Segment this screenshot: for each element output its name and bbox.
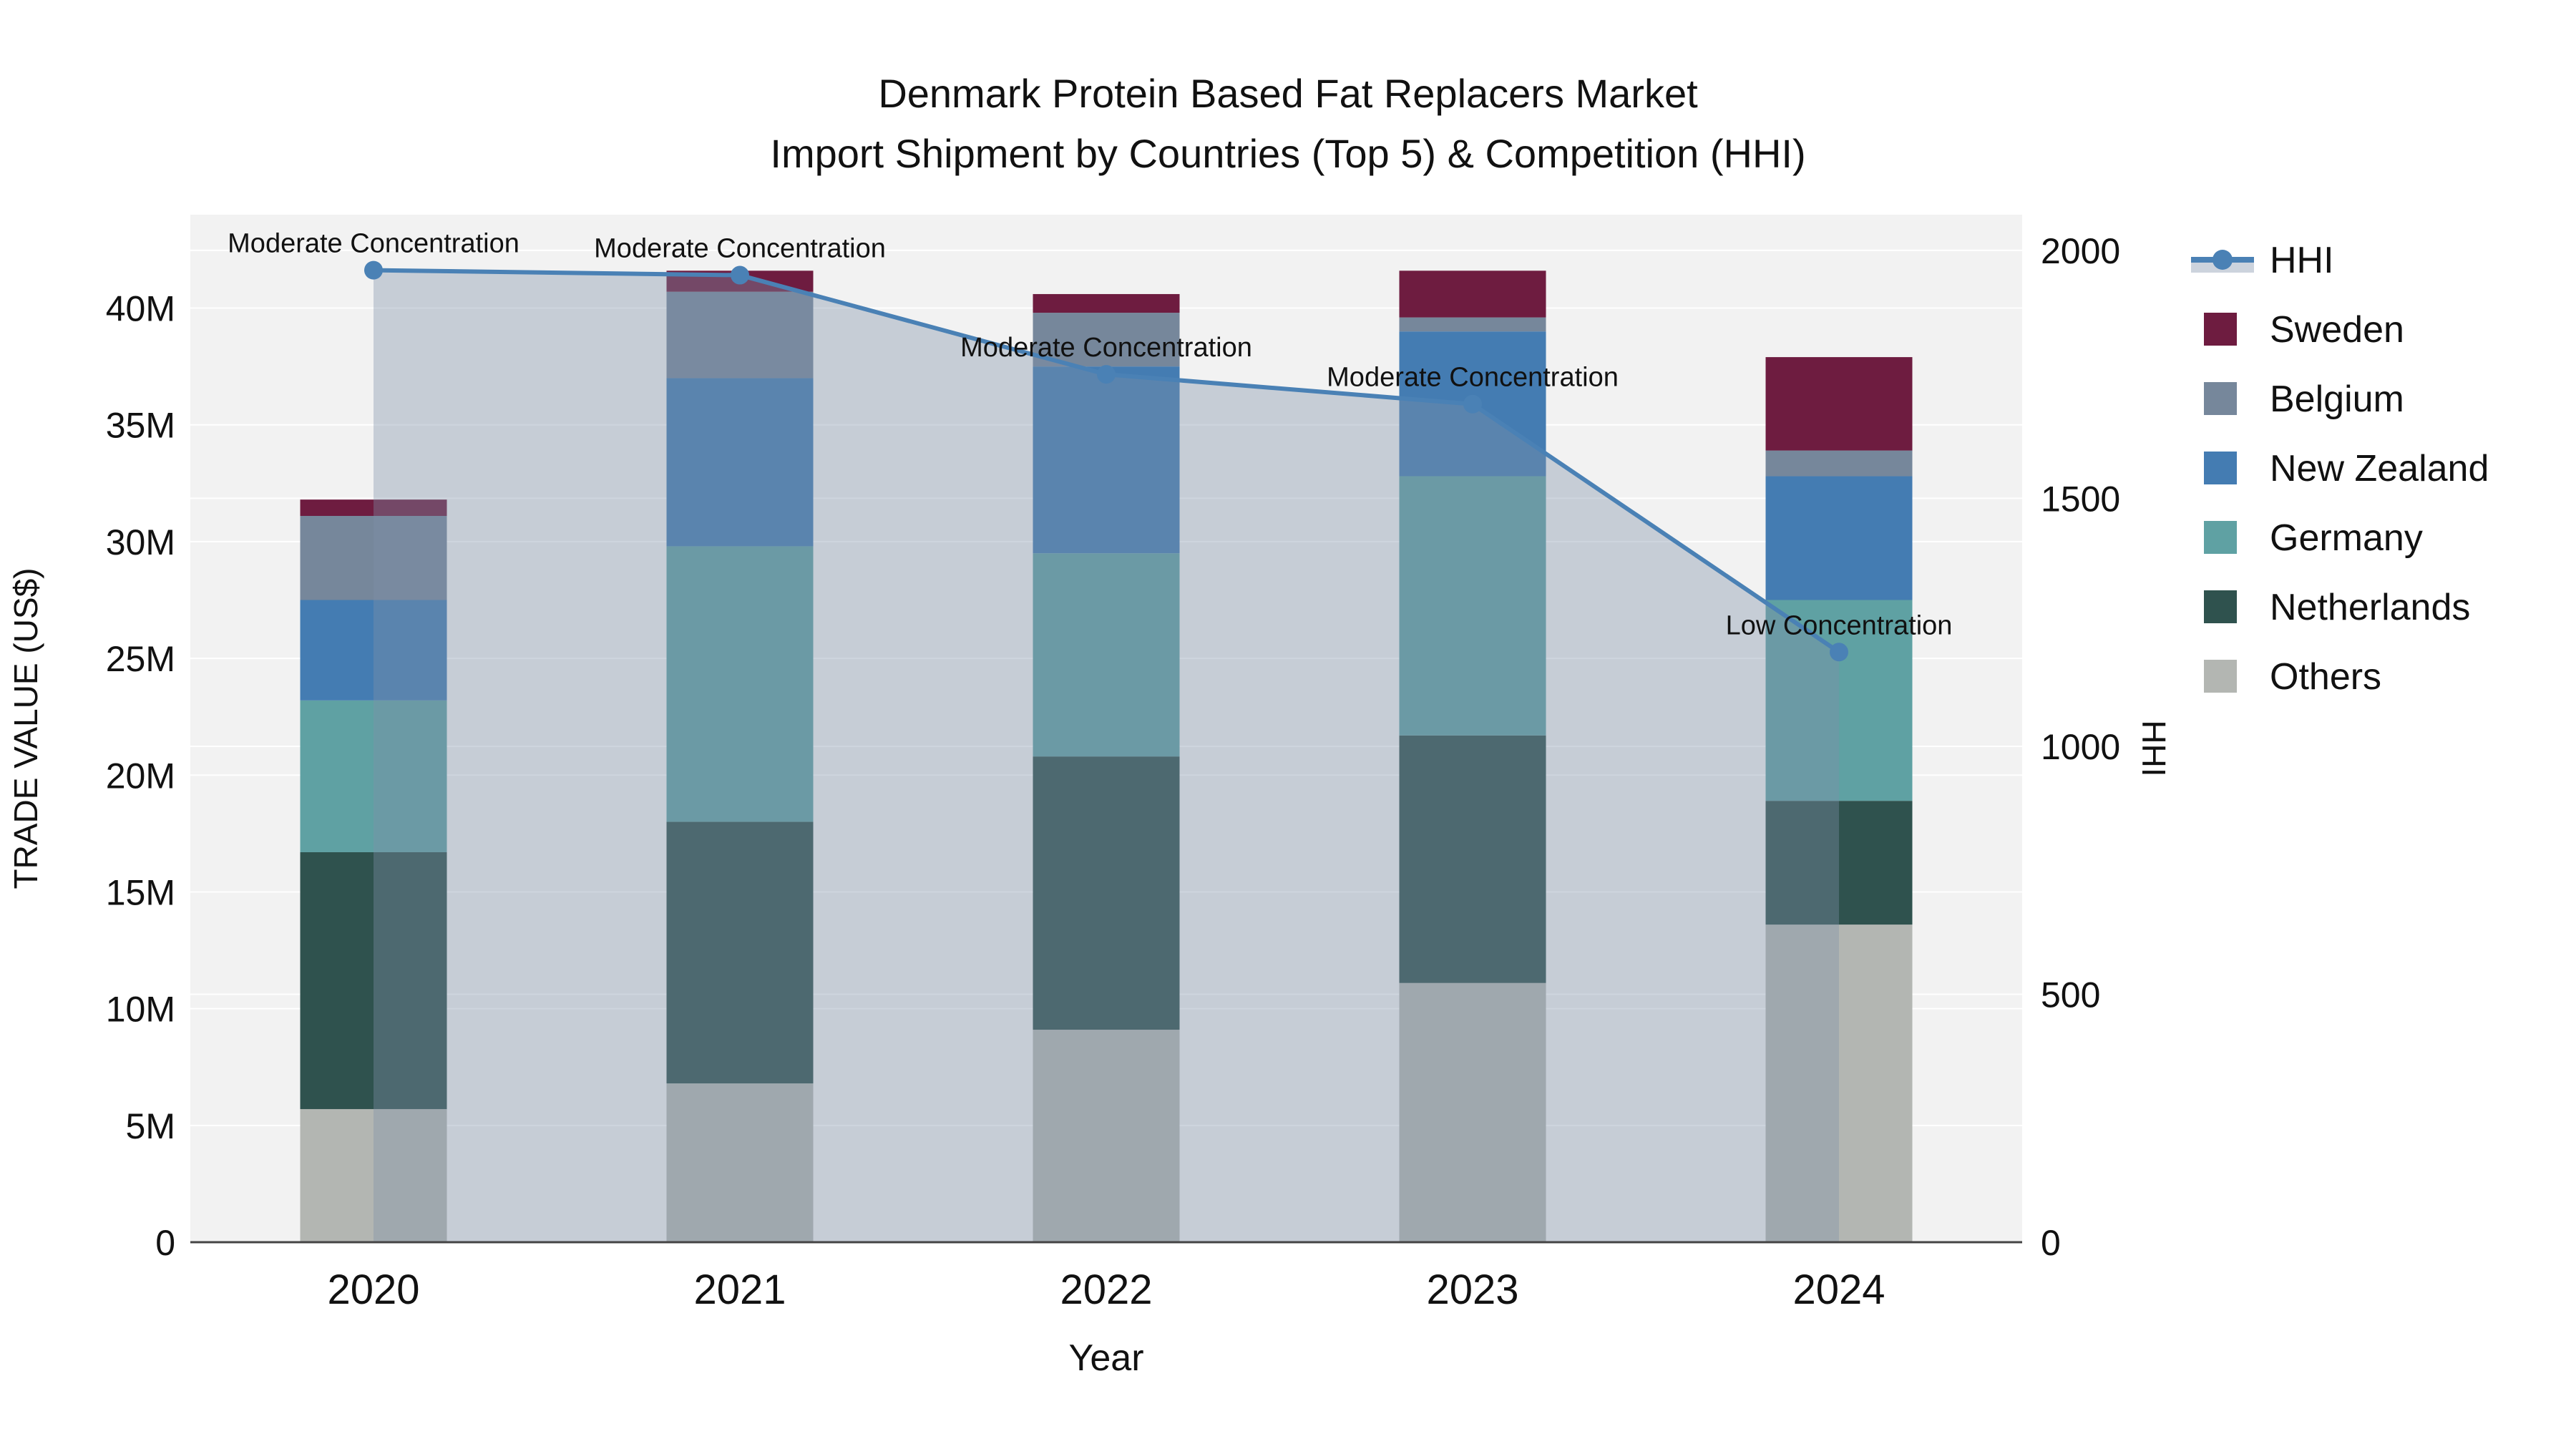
bar-segment-new-zealand-2021[interactable] (666, 378, 814, 547)
chart-title-line1: Denmark Protein Based Fat Replacers Mark… (878, 71, 1698, 116)
bar-segment-germany-2021[interactable] (666, 546, 814, 822)
bar-segment-germany-2024[interactable] (1765, 600, 1913, 801)
bar-segment-netherlands-2020[interactable] (300, 852, 447, 1109)
y-left-tick-30M: 30M (106, 522, 175, 562)
plot-area: Moderate Concentration Moderate Concentra… (190, 215, 2022, 1244)
y-left-tick-10M: 10M (106, 990, 175, 1030)
legend-swatch-belgium (2204, 382, 2237, 415)
hhi-annotations: Moderate Concentration Moderate Concentra… (228, 229, 1952, 641)
y-axis-right-title: HHI (2135, 720, 2172, 776)
y-axis-left-title: TRADE VALUE (US$) (7, 567, 44, 889)
y-left-tick-15M: 15M (106, 872, 175, 912)
bar-segment-belgium-2020[interactable] (300, 516, 447, 600)
x-tick-2024: 2024 (1792, 1267, 1885, 1313)
legend-item-germany[interactable]: Germany (2204, 517, 2423, 559)
legend-label-germany: Germany (2270, 517, 2423, 559)
annotation-2022: Moderate Concentration (960, 333, 1252, 363)
legend: HHI Sweden Belgium New Zealand Germany Nether… (2191, 240, 2489, 698)
x-axis-title: Year (1068, 1337, 1143, 1379)
annotation-2024: Low Concentration (1726, 610, 1953, 640)
annotation-2020: Moderate Concentration (228, 229, 519, 259)
legend-swatch-new-zealand (2204, 452, 2237, 484)
y-left-tick-0: 0 (155, 1223, 175, 1263)
bar-segment-netherlands-2023[interactable] (1399, 735, 1546, 983)
y-axis-right-ticks: 0 500 1000 1500 2000 (2041, 231, 2120, 1263)
bar-segment-belgium-2021[interactable] (666, 291, 814, 379)
x-tick-2021: 2021 (693, 1267, 786, 1313)
legend-item-netherlands[interactable]: Netherlands (2204, 587, 2470, 628)
legend-item-belgium[interactable]: Belgium (2204, 379, 2404, 420)
x-tick-2023: 2023 (1426, 1267, 1518, 1313)
bar-segment-germany-2023[interactable] (1399, 476, 1546, 736)
bar-segment-others-2024[interactable] (1765, 924, 1913, 1242)
hhi-area-fill (374, 270, 1839, 1243)
y-left-tick-35M: 35M (106, 406, 175, 446)
bar-segment-others-2020[interactable] (300, 1108, 447, 1242)
bar-segment-others-2022[interactable] (1033, 1030, 1180, 1242)
bar-segment-netherlands-2024[interactable] (1765, 801, 1913, 925)
y-right-tick-1000: 1000 (2041, 727, 2120, 767)
bar-segment-sweden-2023[interactable] (1399, 270, 1546, 318)
legend-swatch-germany (2204, 521, 2237, 554)
annotation-2021: Moderate Concentration (594, 234, 886, 264)
legend-label-belgium: Belgium (2270, 379, 2404, 420)
legend-swatch-others (2204, 660, 2237, 693)
bar-segment-netherlands-2021[interactable] (666, 821, 814, 1084)
hhi-marker-2021[interactable] (731, 265, 749, 285)
x-axis-ticks: 2020 2021 2022 2023 2024 (327, 1267, 1885, 1313)
legend-hhi-marker (2212, 250, 2233, 270)
y-left-tick-20M: 20M (106, 756, 175, 796)
y-right-tick-0: 0 (2041, 1223, 2061, 1263)
chart-title: Denmark Protein Based Fat Replacers Mark… (770, 71, 1805, 176)
y-left-tick-40M: 40M (106, 289, 175, 329)
bar-segment-germany-2022[interactable] (1033, 553, 1180, 757)
bar-segment-new-zealand-2024[interactable] (1765, 476, 1913, 600)
legend-swatch-netherlands (2204, 590, 2237, 623)
legend-label-hhi: HHI (2270, 240, 2334, 281)
hhi-markers (364, 260, 1848, 662)
bar-segment-sweden-2022[interactable] (1033, 293, 1180, 313)
y-left-tick-25M: 25M (106, 639, 175, 679)
hhi-marker-2023[interactable] (1463, 394, 1482, 414)
bar-segment-others-2023[interactable] (1399, 982, 1546, 1242)
legend-label-sweden: Sweden (2270, 309, 2404, 351)
y-axis-left-ticks: 0 5M 10M 15M 20M 25M 30M 35M 40M (106, 289, 175, 1263)
bar-segment-belgium-2024[interactable] (1765, 450, 1913, 477)
x-tick-2020: 2020 (327, 1267, 419, 1313)
legend-swatch-sweden (2204, 313, 2237, 346)
bar-segment-new-zealand-2022[interactable] (1033, 366, 1180, 554)
x-axis: 2020 2021 2022 2023 2024 Year (327, 1267, 1885, 1379)
stacked-bars (300, 270, 1913, 1242)
y-left-tick-5M: 5M (126, 1106, 175, 1146)
hhi-marker-2022[interactable] (1097, 365, 1116, 384)
hhi-marker-2024[interactable] (1830, 643, 1848, 662)
chart-title-line2: Import Shipment by Countries (Top 5) & C… (770, 131, 1805, 176)
hhi-marker-2020[interactable] (364, 260, 383, 280)
bar-segment-others-2021[interactable] (666, 1083, 814, 1242)
legend-item-hhi[interactable]: HHI (2191, 240, 2334, 281)
bar-segment-germany-2020[interactable] (300, 700, 447, 852)
legend-item-new-zealand[interactable]: New Zealand (2204, 448, 2489, 489)
legend-label-others: Others (2270, 656, 2381, 698)
bar-segment-belgium-2022[interactable] (1033, 313, 1180, 367)
legend-label-netherlands: Netherlands (2270, 587, 2470, 628)
x-tick-2022: 2022 (1060, 1267, 1152, 1313)
y-axis-right: 0 500 1000 1500 2000 HHI (2041, 231, 2172, 1263)
bar-segment-netherlands-2022[interactable] (1033, 756, 1180, 1030)
bar-segment-sweden-2024[interactable] (1765, 357, 1913, 451)
y-right-tick-1500: 1500 (2041, 479, 2120, 519)
y-axis-left: 0 5M 10M 15M 20M 25M 30M 35M 40M TRADE VALUE (US… (7, 289, 175, 1263)
y-right-tick-2000: 2000 (2041, 231, 2120, 271)
legend-item-others[interactable]: Others (2204, 656, 2381, 698)
legend-label-new-zealand: New Zealand (2270, 448, 2489, 489)
bar-segment-sweden-2020[interactable] (300, 499, 447, 517)
legend-item-sweden[interactable]: Sweden (2204, 309, 2404, 351)
annotation-2023: Moderate Concentration (1327, 363, 1619, 393)
bar-segment-new-zealand-2020[interactable] (300, 600, 447, 701)
y-right-tick-500: 500 (2041, 975, 2100, 1015)
bar-segment-belgium-2023[interactable] (1399, 317, 1546, 332)
